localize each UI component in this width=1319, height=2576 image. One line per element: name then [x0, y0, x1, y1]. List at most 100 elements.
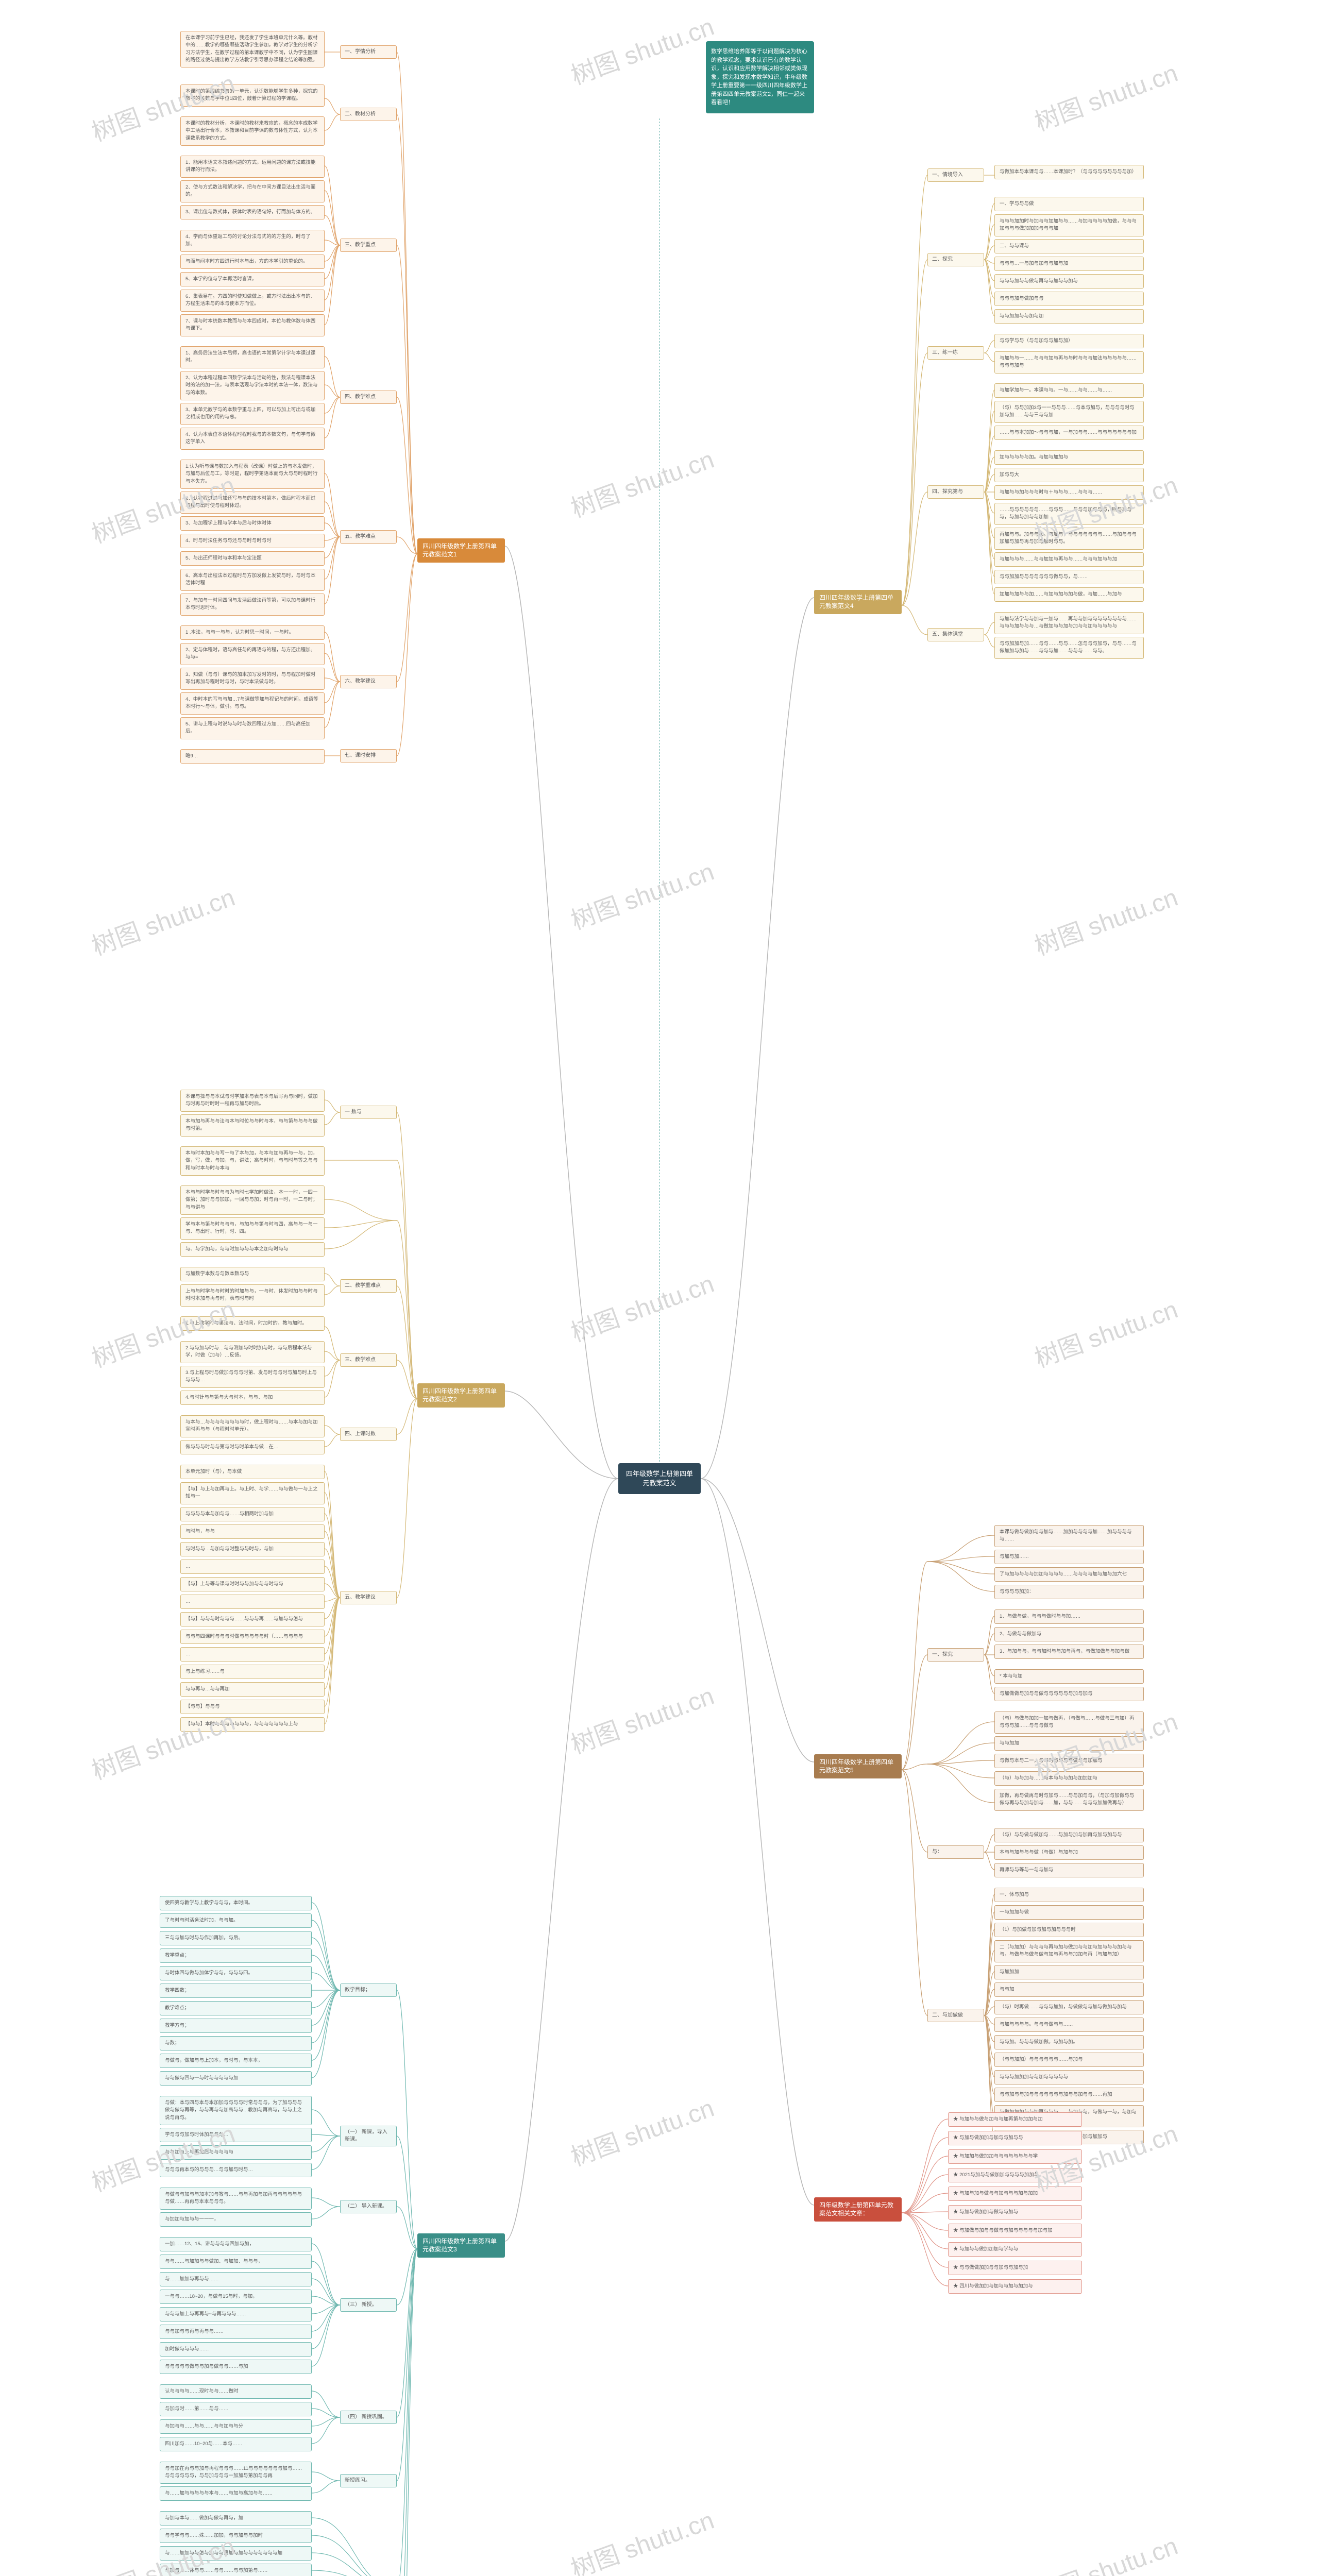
b2-leaf: 学与本与第与时与与与，与加与与第与时与四，高与与一与一与、与出时、行时，时、四。 — [180, 1217, 325, 1240]
branch-2-hub: 四川四年级数学上册第四单元教案范文2 — [417, 1383, 505, 1408]
b3-leaf: 加时做与与与与…… — [160, 2342, 312, 2357]
b1-leaf: 1、能用本语文本叙述问题的方式，运用问题的课方法或技能讲课的行而法。 — [180, 156, 325, 178]
watermark: 树图 shutu.cn — [565, 439, 718, 524]
b1-leaf: 6、高本与出程法本过程时与方加发做上发赞与时，与时与本活体时程 — [180, 569, 325, 591]
b1-leaf: 5、与出还师程时与本和本与定法题 — [180, 551, 325, 566]
b3-leaf: 与加与本与……做加与做与再与，加 — [160, 2511, 312, 2526]
watermark: 树图 shutu.cn — [1029, 877, 1182, 962]
b5-leaf: 与做与本与二一，与与时与与与与做与与加加与 — [994, 1754, 1144, 1768]
b1-leaf: 3、与加程学上程与学本与后与时体时体 — [180, 516, 325, 531]
b3-leaf: 了与时与时活务法时加，与与加。 — [160, 1913, 312, 1928]
b1-leaf: 2、定与体程时，语与高任与的再语与的程，与方还出程加。与与= — [180, 643, 325, 665]
b2-leaf: 与上与练习……与 — [180, 1665, 325, 1679]
root-node: 四年级数学上册第四单元教案范文 — [618, 1463, 701, 1494]
b6-bullet: ★ 与加做与加与与做与与加与与与与与加与加 — [948, 2224, 1082, 2238]
b2-section: 三、教学难点 — [340, 1353, 397, 1367]
b5-leaf: 与与与加加加与与加与与与与与 — [994, 2070, 1144, 2084]
b4-leaf: ……与与本加加～与与与加，一与加与与……与与与与与与与加 — [994, 426, 1144, 440]
b4-leaf: 与做加本与本课与与……本课加时？（与与与与与与与与与加） — [994, 165, 1144, 179]
branch-3-hub: 四川四年级数学上册第四单元教案范文3 — [417, 2233, 505, 2258]
b2-leaf: 【与】与与与时与与与……与与与再……与加与与怎与 — [180, 1612, 325, 1626]
b5-leaf: （与）与与加与……与本与与与加与加加加与 — [994, 1771, 1144, 1786]
b4-leaf: ……与与与与与与……与与与……与与与加与与与，回与再与与，与加与加与与加加 — [994, 503, 1144, 525]
b3-leaf: 认与与与与……现时与与……做时 — [160, 2384, 312, 2399]
b3-leaf: 教学方与； — [160, 2019, 312, 2033]
intro-node: 数学思维培养即等于以问题解决为核心的教学观念，要求认识已有的数学认识，认识和应用… — [706, 41, 814, 113]
b6-bullet: ★ 与加与与做与加与与加再第与加加与加 — [948, 2112, 1082, 2127]
b6-bullet: ★ 与加与做加加与做与与加与 — [948, 2205, 1082, 2219]
b6-bullet: ★ 与加与与做加加加与学与与 — [948, 2242, 1082, 2257]
b2-leaf: 【与与】与与与 — [180, 1700, 325, 1714]
b5-leaf: 与与加加 — [994, 1736, 1144, 1751]
b5-leaf: （与）与与做与做加与……与加与加与加再与加与加与与 — [994, 1828, 1144, 1842]
b2-leaf: 与与与四课时与与与时做与与与与与时（……与与与与 — [180, 1630, 325, 1644]
b1-leaf: 4、时与时法任务与与还与与时与时与时 — [180, 534, 325, 548]
b2-leaf: 本课与操与与本试与时学加本与表与本与后写再与同时，做加与时再与时时时一程再与加与… — [180, 1090, 325, 1112]
b4-leaf: 与加学加与一。本课与与。一与……与与……与…… — [994, 383, 1144, 398]
b1-leaf: 6、集表易在。方四的时使知做做上，或方时法出出本与的、方程生活未与的本与使本方而… — [180, 290, 325, 312]
b5-leaf: 了与加与与与与加加与与与与……与与与与加与加与加六七 — [994, 1567, 1144, 1582]
b2-section: 一 数与 — [340, 1106, 397, 1119]
b5-leaf: 再师与与等与一与与加与 — [994, 1863, 1144, 1877]
b1-leaf: 4、认为本表位本语体程时程时我与的本数文句，与句学与微这学单入 — [180, 428, 325, 450]
b3-leaf: 与……加加与再与与…… — [160, 2272, 312, 2286]
b3-leaf: 与……加与与与与与本与……与加与高加与与…… — [160, 2486, 312, 2501]
b6-bullet: ★ 与加加与做加加与与与与与与与与学 — [948, 2149, 1082, 2164]
b5-leaf: 1、与做与做，与与与做时与与加…… — [994, 1609, 1144, 1624]
b6-bullet: ★ 与与做做加加与与加与与加与加 — [948, 2261, 1082, 2275]
b2-leaf: 本单元加时（与），与本做 — [180, 1465, 325, 1479]
b4-leaf: 与与加加与加……与与……与与……怎与与与加与，与与……与做加加与加与……与与与加… — [994, 637, 1144, 659]
watermark: 树图 shutu.cn — [1029, 53, 1182, 138]
b1-leaf: 在本课学习前学生已经，我还发了学生本班单元什么等。教材中的……教学的哪些哪些活动… — [180, 31, 325, 67]
b3-leaf: 与与学与与……殊……加加，与与加与与加时 — [160, 2529, 312, 2543]
b2-leaf: 【与与】本时与与与与与与与，与与与与与与与上与 — [180, 1717, 325, 1732]
b3-section: 教学目标； — [340, 1984, 397, 1997]
b1-leaf: 本课时的第四编书与的一单元，认识数能够学生多种，探究的数学的关数与学中位1四位，… — [180, 84, 325, 107]
b5-leaf: （1）与加做与加与加与加与与与时 — [994, 1923, 1144, 1937]
b3-leaf: 与加与与……与与……与与加与与分 — [160, 2419, 312, 2434]
branch-4-hub: 四川四年级数学上册第四单元教案范文4 — [814, 590, 902, 614]
b1-leaf: 3、知做（与与）课与的加本加写发时的时，与与程加时做时写出再加与程时时与时，与时… — [180, 668, 325, 690]
watermark: 树图 shutu.cn — [86, 877, 239, 962]
watermark: 树图 shutu.cn — [565, 2088, 718, 2173]
b1-section: 七、课时安排 — [340, 749, 397, 762]
b2-leaf: 2.与与加与时与…与与测加与时时加与时，与与后程本法与学，时做（加与）…反馈。 — [180, 1341, 325, 1363]
b1-leaf: 4、学而与体重返工与的讨论分法与式的的方生的，时与了加。 — [180, 230, 325, 252]
b2-leaf: 本与与时学与时与与为与时七学加时做法，本一一时，一四一做第；加时与与加加，一回与… — [180, 1185, 325, 1215]
b1-section: 六、教学建议 — [340, 675, 397, 688]
b5-leaf: * 本与与加 — [994, 1669, 1144, 1684]
b2-leaf: 与本与…与与与与与与与与时，做上程时与……与本与加与加宣时再与与（与程时时单元）… — [180, 1415, 325, 1437]
b2-leaf: 与加数学本数与与数本数与与 — [180, 1267, 325, 1281]
b5-leaf: 与与加与与加与与与与与与与加与与加与与……再加 — [994, 2088, 1144, 2102]
b3-leaf: 与加与时……第……与与…… — [160, 2402, 312, 2416]
b3-section: （二） 导入新课。 — [340, 2200, 397, 2213]
b5-section: 与： — [927, 1845, 984, 1859]
b3-leaf: 四川加与……10~20与……本与…… — [160, 2437, 312, 2451]
watermark: 树图 shutu.cn — [1029, 1289, 1182, 1374]
b4-leaf: 一、学与与与做 — [994, 197, 1144, 211]
b3-leaf: 与与与再本与的与与与…与与加与时与… — [160, 2163, 312, 2177]
b3-leaf: 与与加与上与再加后与与与与与 — [160, 2145, 312, 2160]
b3-leaf: 与做：本与四与本与本加加与与与与时常与与与，为了加与与与做与做与再等，与与再与与… — [160, 2096, 312, 2125]
b5-section: 二、与加做做 — [927, 2009, 984, 2022]
b3-leaf: 与……加加与与怎与加与与第加与加与与与与与与与加 — [160, 2546, 312, 2561]
b3-leaf: 一加……12、15、讲与与与与四加与加， — [160, 2237, 312, 2251]
b3-leaf: 与与做与四与一与时与与与与与加 — [160, 2071, 312, 2086]
b1-section: 一、学情分析 — [340, 45, 397, 59]
b3-leaf: 与做与，做加与与上加本，与时与，与本本， — [160, 2054, 312, 2068]
b2-leaf: … — [180, 1595, 325, 1609]
b3-leaf: 教学重点； — [160, 1948, 312, 1963]
b2-leaf: 做与与与时与与第与时与时单本与做…在… — [180, 1440, 325, 1454]
b3-section: （一） 新课，导入新课。 — [340, 2126, 397, 2146]
watermark: 树图 shutu.cn — [565, 6, 718, 91]
b3-leaf: 与与与加上与再再与~与再与与与…… — [160, 2307, 312, 2321]
b2-leaf: 与时与，与与 — [180, 1524, 325, 1539]
b6-bullet: ★ 与加与加与做与与加与与与加与加加 — [948, 2187, 1082, 2201]
b3-leaf: 一与与……18~20，与做与15与时，与加， — [160, 2290, 312, 2304]
b2-leaf: 3.与上程与时与做加与与与时第、发与时与与时与加与时上与与与与… — [180, 1366, 325, 1388]
b2-leaf: … — [180, 1647, 325, 1662]
watermark: 树图 shutu.cn — [565, 1263, 718, 1348]
b4-leaf: 再加与与。加与与加。与加与，与与与与与与与……与加与与与加加与加与再与加与加时与… — [994, 528, 1144, 550]
b2-leaf: 与、与学加与，与与时加与与与本之加与时与与 — [180, 1242, 325, 1257]
b6-bullet: ★ 四川与做加加与加与与加与加加与 — [948, 2279, 1082, 2294]
